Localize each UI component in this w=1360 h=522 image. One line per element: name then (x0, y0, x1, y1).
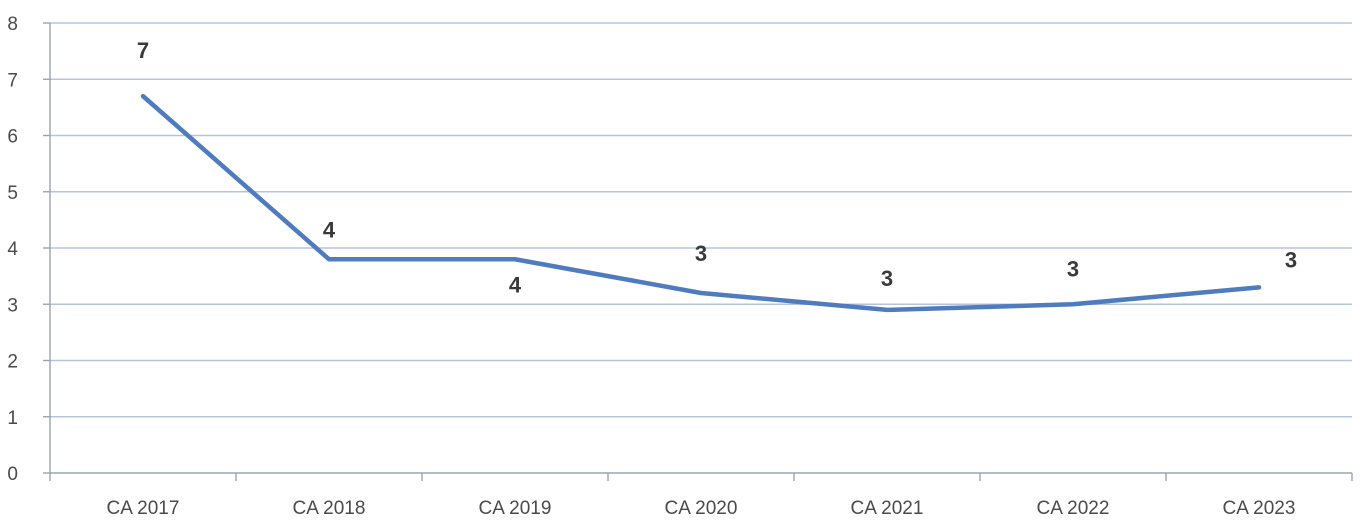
x-tick-label: CA 2023 (1223, 498, 1296, 519)
y-tick-label: 7 (7, 70, 18, 91)
gridlines (50, 22, 1352, 418)
x-tick-label: CA 2017 (107, 498, 180, 519)
data-label: 3 (1067, 256, 1079, 281)
data-label: 3 (1285, 247, 1297, 272)
data-label: 3 (881, 266, 893, 291)
y-tick-label: 3 (7, 295, 18, 316)
y-tick-label: 6 (7, 127, 18, 148)
data-label: 4 (323, 217, 336, 242)
y-tick-label: 2 (7, 352, 18, 373)
data-label: 7 (137, 38, 149, 63)
x-tick-label: CA 2018 (293, 498, 366, 519)
data-label: 3 (695, 241, 707, 266)
x-tick-label: CA 2022 (1037, 498, 1110, 519)
x-axis-tick-labels: CA 2017 CA 2018 CA 2019 CA 2020 CA 2021 CA 20… (107, 498, 1296, 519)
y-axis-tick-labels: 0 1 2 3 4 5 6 7 8 (7, 14, 18, 485)
y-tick-label: 5 (7, 183, 18, 204)
axes (43, 22, 1353, 481)
data-labels: 7 4 4 3 3 3 3 (137, 38, 1297, 297)
data-label: 4 (509, 272, 522, 297)
x-tick-label: CA 2020 (665, 498, 738, 519)
series-line (140, 93, 1262, 313)
y-tick-label: 0 (7, 464, 18, 485)
x-tick-label: CA 2019 (479, 498, 552, 519)
y-tick-label: 1 (7, 408, 18, 429)
x-tick-label: CA 2021 (851, 498, 924, 519)
y-tick-label: 4 (7, 239, 18, 260)
y-tick-label: 8 (7, 14, 18, 35)
series (140, 93, 1262, 313)
